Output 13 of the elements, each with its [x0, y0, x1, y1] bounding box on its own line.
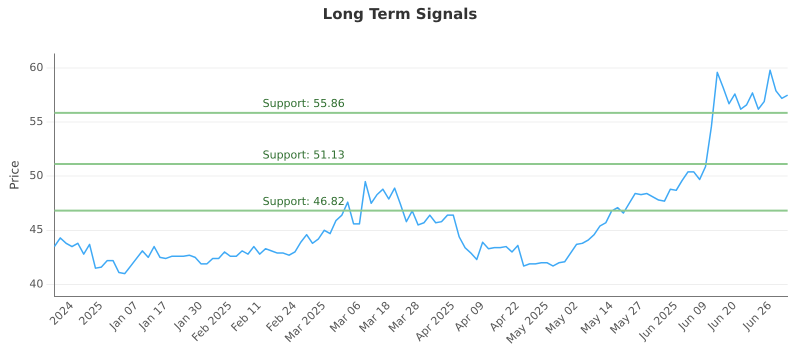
y-tick-label: 55: [29, 115, 44, 128]
y-tick-label: 40: [29, 277, 44, 290]
x-tick-label: Jan 17: [136, 298, 170, 334]
ref-line-label: Support: 46.82: [262, 195, 345, 208]
x-tick-label: Jun 26: [740, 298, 774, 334]
ref-line-label: Support: 55.86: [262, 97, 345, 110]
y-tick-label: 45: [29, 223, 44, 236]
y-axis-title: Price: [7, 160, 22, 190]
y-tick-label: 60: [29, 60, 44, 74]
chart-title: Long Term Signals: [322, 4, 478, 23]
y-tick-label: 50: [29, 169, 44, 182]
x-tick-label: Jun 20: [704, 298, 740, 334]
ref-line-label: Support: 51.13: [262, 148, 345, 162]
